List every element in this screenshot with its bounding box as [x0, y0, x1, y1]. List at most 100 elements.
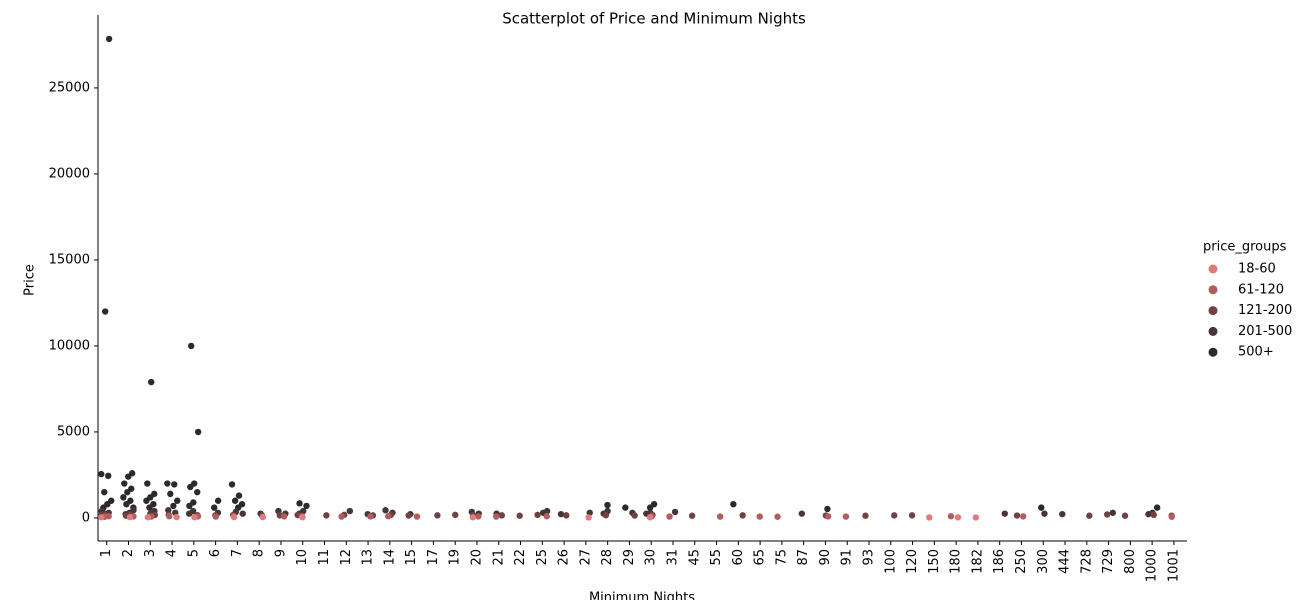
- point: [1059, 510, 1066, 518]
- x-tick-label: 30: [644, 549, 659, 566]
- point: [475, 513, 482, 520]
- x-tick-label: 11: [317, 549, 332, 566]
- legend-marker: [1208, 285, 1218, 295]
- point: [954, 514, 962, 521]
- point: [1103, 511, 1111, 518]
- point: [144, 514, 152, 521]
- x-tick-label: 25: [535, 549, 550, 566]
- point: [1145, 510, 1152, 518]
- point: [231, 497, 239, 504]
- x-tick-label: 22: [513, 549, 528, 566]
- point: [908, 512, 916, 519]
- point: [405, 512, 412, 519]
- point: [972, 514, 980, 521]
- x-tick-label: 20: [469, 549, 484, 566]
- x-tick-label: 150: [927, 549, 942, 574]
- point: [259, 513, 267, 521]
- x-tick-label: 3: [143, 549, 158, 557]
- y-tick-label: 10000: [49, 338, 90, 353]
- point: [824, 513, 832, 520]
- point: [563, 512, 570, 519]
- point: [385, 513, 392, 520]
- point: [323, 512, 330, 519]
- y-tick-label: 0: [82, 510, 90, 525]
- x-tick-label: 31: [665, 549, 680, 566]
- point: [688, 512, 696, 519]
- point: [165, 507, 172, 514]
- y-tick-label: 25000: [49, 80, 90, 95]
- point: [187, 342, 195, 350]
- x-tick-label: 13: [361, 549, 376, 566]
- x-tick-label: 60: [731, 549, 746, 566]
- point: [171, 481, 178, 488]
- point: [1150, 511, 1157, 519]
- point: [105, 35, 113, 43]
- x-tick-label: 93: [862, 549, 877, 566]
- x-tick-label: 4: [165, 549, 180, 557]
- point: [143, 497, 150, 504]
- point: [557, 510, 565, 518]
- point: [1041, 510, 1048, 517]
- x-tick-label: 10: [295, 549, 310, 566]
- y-tick-label: 20000: [49, 166, 90, 181]
- point: [1001, 510, 1009, 517]
- x-tick-label: 800: [1123, 549, 1138, 574]
- point: [631, 512, 638, 519]
- x-tick-label: 1: [99, 549, 114, 557]
- x-tick-label: 6: [208, 549, 223, 557]
- point: [164, 480, 171, 487]
- point: [303, 502, 310, 510]
- point: [299, 514, 306, 521]
- point: [98, 470, 105, 478]
- x-tick-label: 100: [883, 549, 898, 574]
- legend-label: 61-120: [1238, 282, 1284, 297]
- x-tick-label: 90: [818, 549, 833, 566]
- point: [1020, 513, 1027, 520]
- x-tick-label: 1000: [1145, 549, 1160, 582]
- x-tick-label: 2: [121, 549, 136, 557]
- point: [452, 511, 459, 519]
- x-tick-label: 180: [949, 549, 964, 574]
- point: [666, 513, 673, 520]
- x-tick-label: 55: [709, 549, 724, 566]
- point: [1086, 512, 1093, 519]
- legend-label: 18-60: [1238, 262, 1276, 277]
- point: [774, 513, 781, 520]
- x-tick-label: 729: [1101, 549, 1116, 574]
- x-tick-label: 7: [230, 549, 245, 557]
- point: [146, 504, 153, 511]
- point: [214, 497, 222, 504]
- point: [212, 513, 219, 520]
- x-tick-label: 27: [578, 549, 593, 566]
- x-tick-label: 8: [252, 549, 267, 557]
- x-tick-label: 120: [905, 549, 920, 574]
- x-tick-label: 26: [557, 549, 572, 566]
- point: [235, 492, 243, 499]
- x-tick-label: 15: [404, 549, 419, 566]
- point: [186, 502, 193, 510]
- point: [126, 513, 134, 521]
- point: [148, 378, 155, 386]
- point: [173, 513, 180, 521]
- point: [239, 510, 246, 517]
- point: [646, 504, 654, 511]
- point: [413, 513, 421, 520]
- x-tick-label: 65: [753, 549, 768, 566]
- x-tick-label: 14: [382, 549, 397, 566]
- point: [165, 513, 173, 520]
- point: [498, 512, 506, 519]
- point: [1121, 512, 1129, 519]
- x-tick-label: 182: [970, 549, 985, 574]
- point: [585, 514, 592, 521]
- point: [434, 512, 441, 519]
- x-tick-label: 300: [1036, 549, 1051, 574]
- point: [824, 505, 831, 513]
- point: [170, 502, 177, 510]
- x-tick-label: 29: [622, 549, 637, 566]
- point: [228, 481, 236, 488]
- point: [756, 513, 763, 520]
- point: [604, 501, 611, 509]
- point: [167, 490, 174, 498]
- point: [622, 504, 629, 511]
